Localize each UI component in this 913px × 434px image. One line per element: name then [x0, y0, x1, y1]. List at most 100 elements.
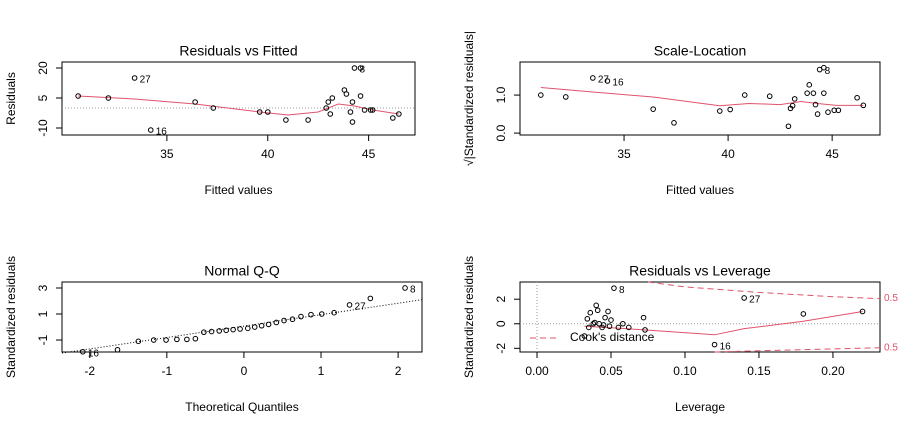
point [821, 90, 827, 96]
point [594, 307, 601, 314]
x-tick-label: 0 [241, 364, 248, 378]
plot-box [519, 61, 881, 136]
y-axis-label: Standardized residuals [462, 256, 476, 378]
point [349, 119, 356, 125]
x-axis-label: Theoretical Quantiles [185, 400, 298, 414]
point [192, 99, 198, 105]
point [806, 82, 813, 88]
point [265, 321, 272, 328]
point [800, 311, 807, 317]
y-tick-label: -2 [494, 343, 508, 354]
point [351, 65, 358, 71]
point [327, 111, 334, 117]
point [230, 326, 236, 333]
point-label: 27 [749, 295, 761, 306]
x-tick-label: -1 [162, 364, 173, 378]
x-tick-label: 45 [825, 147, 839, 161]
point [821, 64, 827, 71]
point-label: 27 [598, 75, 610, 86]
point [604, 78, 611, 84]
point [593, 302, 600, 309]
x-axis-label: Fitted values [666, 183, 734, 197]
point-label: 16 [156, 127, 168, 138]
point [256, 109, 263, 115]
point [75, 93, 81, 99]
point [606, 323, 613, 330]
point [216, 328, 223, 334]
point [859, 308, 866, 315]
x-tick-label: 0.00 [525, 364, 549, 378]
point [741, 92, 748, 98]
point [810, 90, 817, 96]
point [298, 313, 304, 320]
x-tick-label: 40 [261, 147, 275, 161]
legend-label: Cook's distance [570, 330, 655, 344]
cook-line [647, 281, 881, 300]
point [600, 322, 607, 328]
point [283, 117, 289, 123]
point [367, 107, 374, 113]
smooth-line [78, 95, 399, 116]
point [114, 346, 121, 353]
point [711, 341, 718, 348]
point [789, 102, 796, 109]
point [640, 314, 647, 321]
point [201, 329, 207, 336]
x-tick-label: 35 [160, 147, 174, 161]
point-label: 16 [88, 348, 100, 359]
x-tick-label: 45 [362, 147, 376, 161]
point [184, 336, 190, 343]
point [562, 94, 569, 100]
y-axis-label: √|Standardized residuals| [462, 31, 476, 166]
point [584, 316, 591, 322]
point [590, 75, 596, 81]
point [825, 109, 831, 115]
point [835, 107, 842, 114]
plot-box [61, 281, 423, 353]
point-label: 27 [140, 75, 152, 86]
y-axis-label: Standardized residuals [4, 256, 18, 378]
point [402, 285, 408, 291]
chart-title: Normal Q-Q [204, 263, 280, 279]
point [273, 319, 280, 326]
smooth-line [584, 310, 863, 336]
point [80, 348, 86, 355]
y-tick-label: 20 [36, 61, 50, 75]
point [349, 99, 356, 105]
point [223, 327, 229, 334]
cook-label: 0.5 [884, 342, 898, 353]
point-label: 8 [410, 285, 416, 296]
point [620, 320, 626, 327]
point [625, 324, 632, 331]
point [264, 109, 271, 115]
point [305, 117, 311, 123]
point [244, 325, 251, 332]
point [804, 90, 810, 96]
y-axis-label: Residuals [4, 72, 18, 125]
point [812, 101, 819, 108]
point [766, 93, 773, 100]
chart-title: Residuals vs Leverage [629, 263, 771, 279]
point [135, 338, 142, 345]
point [716, 108, 723, 114]
point [611, 285, 617, 291]
point [208, 328, 215, 335]
chart-title: Residuals vs Fitted [179, 43, 297, 59]
point [741, 295, 747, 301]
point [396, 111, 402, 117]
point [318, 311, 325, 317]
y-tick-label: -10 [36, 119, 50, 137]
point-label: 27 [355, 302, 367, 313]
point-label: 8 [619, 285, 625, 296]
point [105, 95, 112, 101]
point [650, 106, 656, 112]
point [814, 111, 821, 117]
point-label: 8 [359, 65, 365, 76]
point [586, 324, 592, 331]
point [258, 322, 265, 329]
point [343, 91, 350, 97]
x-tick-label: 1 [318, 364, 325, 378]
point [587, 309, 594, 316]
point [357, 65, 364, 71]
chart-title: Scale-Location [654, 43, 747, 59]
